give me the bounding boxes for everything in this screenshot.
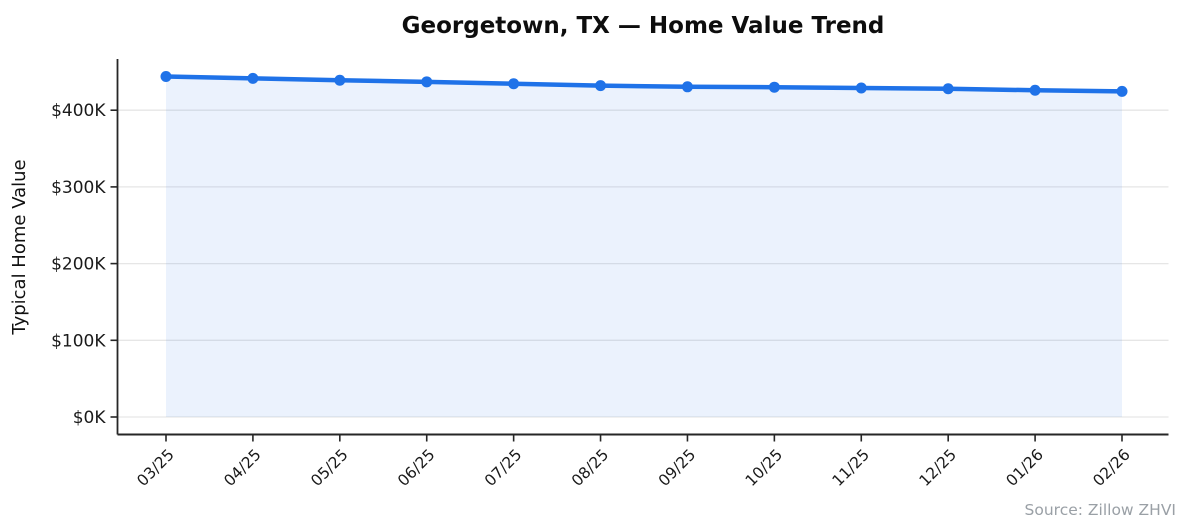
data-point-marker [334, 74, 346, 86]
x-tick-label: 10/25 [742, 446, 786, 490]
data-point-marker [247, 72, 259, 84]
data-point-marker [1116, 85, 1128, 97]
chart-title: Georgetown, TX — Home Value Trend [402, 13, 885, 39]
x-tick-label: 02/26 [1090, 446, 1134, 490]
trend-line [163, 74, 1125, 94]
x-tick-label: 06/25 [394, 446, 438, 490]
data-point-marker [681, 81, 693, 93]
trend-line-layer [163, 74, 1125, 94]
y-axis-label: Typical Home Value [9, 159, 30, 335]
data-point-marker [160, 70, 172, 82]
y-tick-label: $100K [51, 331, 106, 351]
y-tick-label: $300K [51, 178, 106, 198]
area-fill-layer [166, 76, 1122, 418]
axis-ticks-layer [110, 109, 1123, 442]
x-tick-label: 07/25 [481, 446, 525, 490]
x-tick-label: 08/25 [568, 446, 612, 490]
area-fill [166, 76, 1122, 418]
x-tick-label: 03/25 [134, 446, 178, 490]
source-note: Source: Zillow ZHVI [1025, 501, 1176, 519]
x-tick-labels-layer: 03/25 04/25 05/25 06/25 07/25 08/25 09/25 10/25… [134, 446, 1134, 490]
data-point-marker [942, 83, 954, 95]
y-tick-labels-layer: $0K $100K $200K $300K $400K [51, 101, 106, 428]
y-tick-label: $200K [51, 255, 106, 275]
x-tick-label: 04/25 [220, 446, 264, 490]
data-point-marker [855, 82, 867, 94]
data-point-marker [508, 78, 520, 90]
x-tick-label: 05/25 [307, 446, 351, 490]
data-point-marker [595, 80, 607, 92]
x-tick-label: 09/25 [655, 446, 699, 490]
gridlines-layer [117, 109, 1169, 418]
x-tick-label: 11/25 [829, 446, 873, 490]
y-tick-label: $400K [51, 101, 106, 121]
x-tick-label: 01/26 [1003, 446, 1047, 490]
data-point-marker [1029, 84, 1041, 96]
x-tick-label: 12/25 [916, 446, 960, 490]
data-point-marker [768, 81, 780, 93]
data-point-marker [421, 76, 433, 88]
data-markers-layer [160, 70, 1128, 97]
axis-spines-layer [116, 59, 1169, 436]
y-tick-label: $0K [73, 408, 107, 428]
